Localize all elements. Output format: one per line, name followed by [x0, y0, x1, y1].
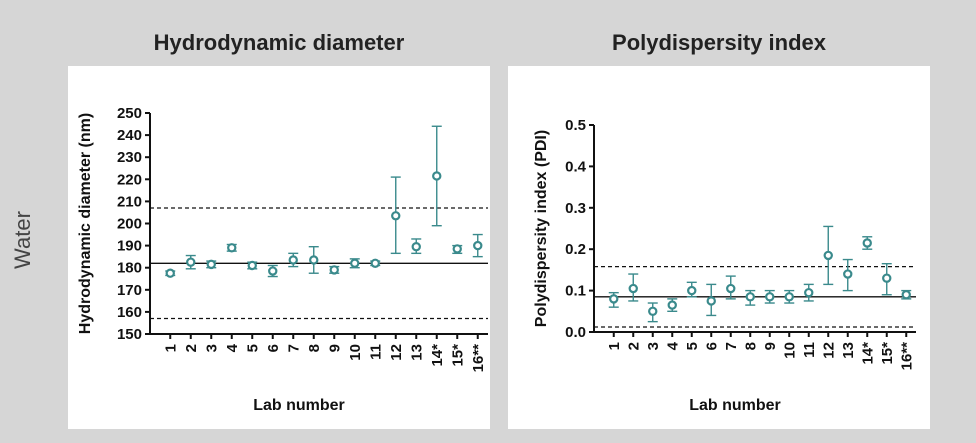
data-point	[765, 292, 775, 302]
y-tick-label: 210	[117, 193, 142, 210]
chart-panel-hydrodynamic-diameter: 150 160 170 180 190 200 210 220 230 240 250 1 2 3 4 5 6 7…	[68, 66, 490, 429]
y-tick-label: 170	[117, 282, 142, 299]
x-tick-label: 8	[306, 344, 323, 352]
chart-title-polydispersity-index: Polydispersity index	[612, 30, 826, 55]
x-axis-label: Lab number	[689, 397, 781, 414]
y-tick-label: 240	[117, 127, 142, 144]
x-tick-label: 13	[408, 344, 425, 361]
data-point	[882, 273, 892, 283]
row-label-water: Water	[10, 211, 35, 269]
x-tick-label: 15*	[879, 342, 896, 365]
x-tick-label: 11	[801, 342, 818, 358]
x-tick-label: 14*	[429, 344, 446, 367]
y-tick-label: 0.3	[565, 200, 586, 217]
data-point	[411, 242, 421, 252]
x-tick-label: 7	[285, 344, 302, 352]
chart-polydispersity-index: 0.00.10.20.30.40.51 2 3 4 5 6 7 8 9 10 11 12 13 14* 15…	[533, 117, 916, 414]
data-point	[350, 258, 360, 268]
x-tick-label: 3	[645, 342, 662, 350]
x-tick-label: 9	[326, 344, 343, 352]
y-tick-label: 190	[117, 238, 142, 255]
x-tick-label: 6	[265, 344, 282, 352]
x-tick-label: 13	[840, 342, 857, 359]
y-tick-label: 0.4	[565, 158, 587, 175]
data-point	[745, 292, 755, 302]
data-point	[452, 244, 462, 254]
data-point	[648, 306, 658, 316]
x-tick-label: 1	[606, 342, 623, 350]
x-tick-label: 4	[224, 343, 241, 352]
x-tick-label: 7	[723, 342, 740, 350]
y-tick-label: 180	[117, 260, 142, 277]
data-point	[329, 265, 339, 275]
x-tick-label: 10	[347, 344, 364, 361]
data-point	[391, 211, 401, 221]
x-tick-label: 12	[388, 344, 405, 361]
data-point	[268, 266, 278, 276]
x-tick-label: 3	[203, 344, 220, 352]
data-point	[901, 290, 911, 300]
y-tick-label: 220	[117, 171, 142, 188]
y-axis-label: Polydispersity index (PDI)	[533, 130, 550, 327]
y-tick-label: 150	[117, 326, 142, 343]
data-point	[227, 243, 237, 253]
x-tick-label: 1	[162, 344, 179, 352]
x-tick-label: 5	[684, 342, 701, 350]
data-point	[862, 238, 872, 248]
data-point	[726, 283, 736, 294]
y-tick-label: 230	[117, 149, 142, 166]
x-tick-label: 2	[183, 344, 200, 352]
x-axis-label: Lab number	[253, 397, 345, 414]
data-point	[667, 300, 677, 310]
data-point	[706, 296, 716, 306]
x-tick-label: 12	[820, 342, 837, 359]
data-point	[288, 255, 298, 265]
data-point	[687, 285, 697, 296]
x-tick-label: 11	[367, 344, 384, 360]
x-tick-label: 16**	[470, 344, 487, 373]
data-point	[843, 269, 853, 279]
x-tick-label: 16**	[898, 342, 915, 371]
data-point	[186, 257, 196, 267]
y-tick-label: 0.5	[565, 117, 586, 134]
data-point	[473, 240, 483, 251]
data-point	[247, 260, 257, 271]
data-point	[804, 287, 814, 298]
data-point	[432, 171, 442, 181]
data-point	[165, 268, 175, 278]
chart-title-hydrodynamic-diameter: Hydrodynamic diameter	[153, 30, 405, 55]
x-tick-label: 5	[244, 344, 261, 352]
y-axis-label: Hydrodynamic diameter (nm)	[77, 113, 94, 334]
x-tick-label: 8	[742, 342, 759, 350]
data-point	[628, 283, 638, 294]
x-tick-label: 9	[762, 342, 779, 350]
chart-panel-polydispersity-index: 0.0 0.1 0.2 0.3 0.4 0.5 1 2 3 4 5 6 7 8 9 10 11 12 13 14* 15…	[508, 66, 930, 429]
data-point	[784, 292, 794, 302]
x-tick-label: 2	[625, 342, 642, 350]
data-point	[823, 250, 833, 261]
y-tick-label: 160	[117, 304, 142, 321]
data-point	[206, 259, 216, 270]
y-tick-label: 0.1	[565, 283, 586, 300]
y-tick-label: 250	[117, 105, 142, 122]
x-tick-label: 14*	[859, 342, 876, 365]
data-point	[609, 294, 619, 304]
x-tick-label: 15*	[449, 344, 466, 367]
y-tick-label: 200	[117, 216, 142, 233]
data-point	[370, 258, 380, 268]
x-tick-label: 10	[781, 342, 798, 359]
data-point	[309, 255, 319, 265]
x-tick-label: 4	[664, 341, 681, 350]
y-tick-label: 0.0	[565, 324, 586, 341]
y-tick-label: 0.2	[565, 241, 586, 258]
x-tick-label: 6	[703, 342, 720, 350]
